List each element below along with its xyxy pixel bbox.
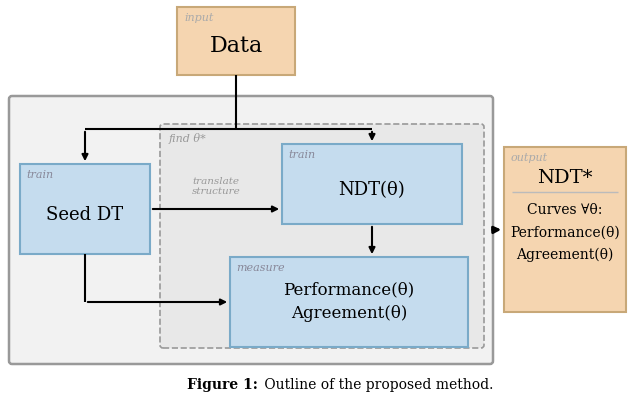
FancyBboxPatch shape: [282, 145, 462, 225]
Text: Figure 1:: Figure 1:: [187, 377, 258, 391]
Text: Curves ∀θ:: Curves ∀θ:: [527, 202, 603, 216]
Text: train: train: [26, 170, 53, 180]
Text: Agreement(θ): Agreement(θ): [516, 247, 614, 262]
Text: Data: Data: [209, 35, 263, 57]
Text: input: input: [184, 13, 213, 23]
Text: Outline of the proposed method.: Outline of the proposed method.: [260, 377, 494, 391]
Text: Performance(θ): Performance(θ): [284, 281, 415, 298]
FancyBboxPatch shape: [177, 8, 295, 76]
Text: train: train: [288, 150, 315, 160]
Text: NDT*: NDT*: [537, 169, 593, 187]
Text: Performance(θ): Performance(θ): [510, 225, 620, 239]
FancyBboxPatch shape: [9, 97, 493, 364]
Text: output: output: [511, 153, 548, 163]
Text: Seed DT: Seed DT: [46, 205, 123, 223]
FancyBboxPatch shape: [504, 148, 626, 312]
FancyBboxPatch shape: [20, 164, 150, 254]
Text: find θ*: find θ*: [169, 133, 207, 144]
Text: Agreement(θ): Agreement(θ): [291, 305, 407, 322]
FancyBboxPatch shape: [160, 125, 484, 348]
Text: measure: measure: [236, 262, 285, 272]
Text: NDT(θ): NDT(θ): [338, 180, 405, 198]
Text: translate
structure: translate structure: [191, 176, 240, 196]
FancyBboxPatch shape: [230, 257, 468, 347]
